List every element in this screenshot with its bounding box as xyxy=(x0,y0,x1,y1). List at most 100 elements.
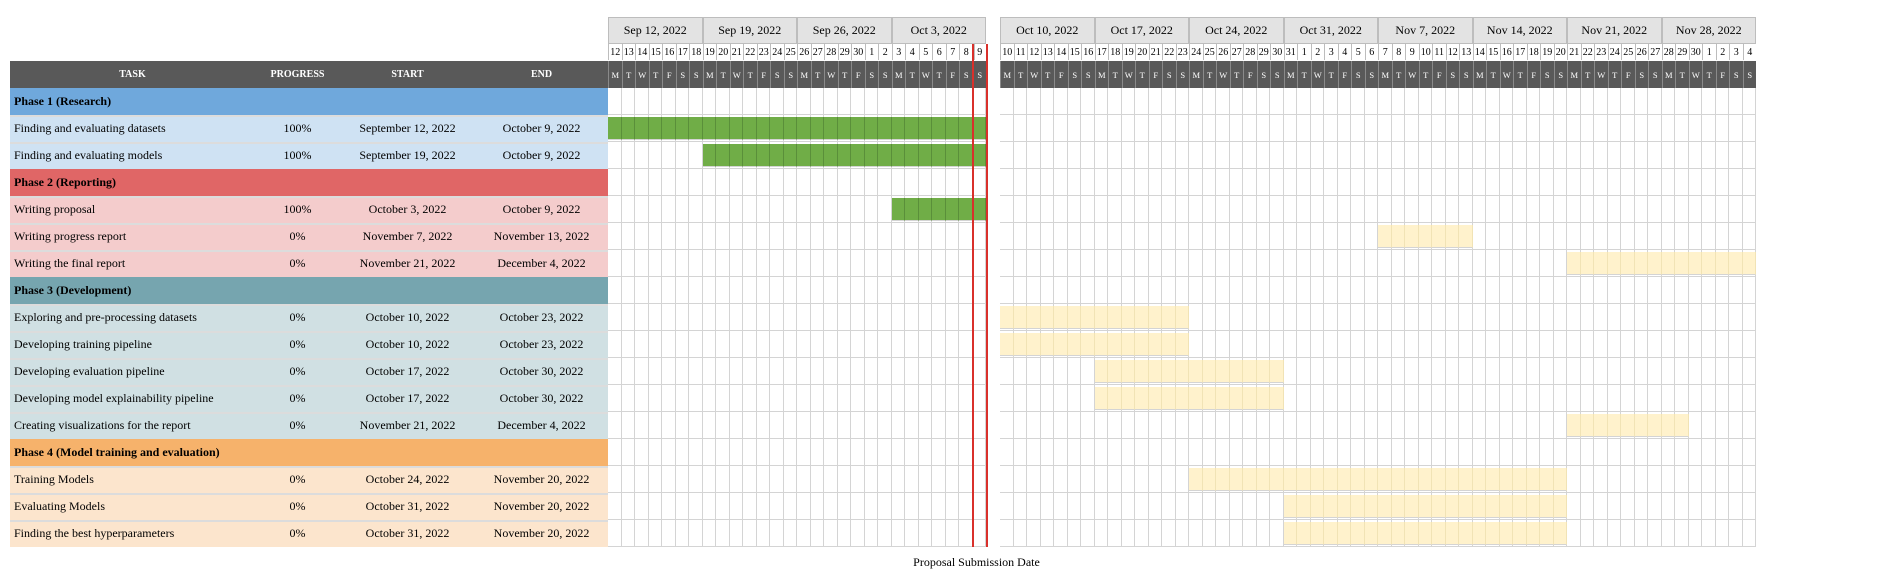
grid-cell xyxy=(932,304,946,331)
grid-cell xyxy=(905,88,919,115)
grid-cell xyxy=(1337,115,1351,142)
bar-cell-planned xyxy=(1688,252,1702,275)
grid-cell xyxy=(1270,142,1284,169)
grid-cell xyxy=(1175,439,1189,466)
grid-cell xyxy=(1445,385,1459,412)
day-number: 19 xyxy=(1121,44,1136,60)
grid-cell xyxy=(972,466,986,493)
grid-cell xyxy=(1013,520,1027,547)
day-letter: M xyxy=(1472,61,1486,88)
grid-cell xyxy=(1621,358,1635,385)
grid-cell xyxy=(1729,115,1743,142)
grid-cell xyxy=(1000,277,1014,304)
grid-cell xyxy=(1472,250,1486,277)
grid-cell xyxy=(770,304,784,331)
grid-cell xyxy=(1121,439,1135,466)
grid-cell xyxy=(756,331,770,358)
bar-cell-planned xyxy=(1283,468,1297,491)
grid-cell xyxy=(1513,169,1527,196)
grid-cell xyxy=(1526,304,1540,331)
day-letter: S xyxy=(864,61,878,88)
bar-cell-planned xyxy=(1108,306,1122,329)
grid-cell xyxy=(1094,439,1108,466)
grid-cell xyxy=(905,331,919,358)
grid-cell xyxy=(1567,196,1581,223)
bar-cell-complete xyxy=(959,144,973,167)
bar-cell-planned xyxy=(1486,522,1500,545)
grid-cell xyxy=(1256,493,1270,520)
grid-cell xyxy=(1405,358,1419,385)
grid-cell xyxy=(1675,331,1689,358)
grid-cell xyxy=(1526,412,1540,439)
day-number: 2 xyxy=(1715,44,1730,60)
grid-cell xyxy=(972,493,986,520)
bar-cell-planned xyxy=(1310,468,1324,491)
grid-cell xyxy=(1256,88,1270,115)
grid-cell xyxy=(1580,277,1594,304)
grid-cell xyxy=(716,250,730,277)
grid-cell xyxy=(1216,196,1230,223)
task-progress: 0% xyxy=(289,391,306,405)
grid-cell xyxy=(1702,196,1716,223)
grid-cell xyxy=(662,250,676,277)
bar-cell-planned xyxy=(1715,252,1729,275)
grid-cell xyxy=(1486,196,1500,223)
grid-cell xyxy=(1513,250,1527,277)
grid-cell xyxy=(1027,385,1041,412)
bar-cell-planned xyxy=(1229,360,1243,383)
grid-cell xyxy=(1391,142,1405,169)
grid-cell xyxy=(1418,277,1432,304)
grid-cell xyxy=(891,385,905,412)
bar-cell-planned xyxy=(1621,414,1635,437)
grid-cell xyxy=(1108,493,1122,520)
bar-cell-complete xyxy=(824,117,838,140)
grid-cell xyxy=(1702,169,1716,196)
grid-cell xyxy=(1067,277,1081,304)
bar-cell-planned xyxy=(1486,468,1500,491)
grid-cell xyxy=(891,358,905,385)
day-letter: T xyxy=(1324,61,1338,88)
grid-cell xyxy=(1715,115,1729,142)
day-letter: T xyxy=(1580,61,1594,88)
grid-cell xyxy=(1567,277,1581,304)
grid-cell xyxy=(1675,88,1689,115)
grid-cell xyxy=(1607,304,1621,331)
grid-cell xyxy=(648,385,662,412)
grid-cell xyxy=(1675,385,1689,412)
grid-cell xyxy=(864,250,878,277)
grid-cell xyxy=(824,331,838,358)
day-number: 21 xyxy=(1148,44,1163,60)
grid-cell xyxy=(648,358,662,385)
grid-cell xyxy=(1729,439,1743,466)
grid-cell xyxy=(1351,358,1365,385)
bar-cell-complete xyxy=(878,117,892,140)
grid-cell xyxy=(770,169,784,196)
grid-cell xyxy=(1108,169,1122,196)
task-progress: 0% xyxy=(289,337,306,351)
grid-cell xyxy=(905,358,919,385)
grid-cell xyxy=(648,223,662,250)
bar-cell-planned xyxy=(1297,468,1311,491)
day-number: 18 xyxy=(689,44,703,60)
grid-cell xyxy=(1013,115,1027,142)
grid-cell xyxy=(837,223,851,250)
day-letter: W xyxy=(1027,61,1041,88)
grid-cell xyxy=(1081,520,1095,547)
grid-cell xyxy=(1324,385,1338,412)
bar-cell-planned xyxy=(1459,468,1473,491)
grid-cell xyxy=(756,358,770,385)
task-progress: 0% xyxy=(289,526,306,540)
grid-cell xyxy=(851,412,865,439)
grid-cell xyxy=(1067,88,1081,115)
grid-cell xyxy=(1634,385,1648,412)
grid-cell xyxy=(1594,331,1608,358)
grid-cell xyxy=(878,88,892,115)
grid-cell xyxy=(608,88,622,115)
grid-cell xyxy=(756,520,770,547)
grid-cell xyxy=(1054,439,1068,466)
grid-cell xyxy=(851,304,865,331)
grid-cell xyxy=(1594,142,1608,169)
grid-cell xyxy=(1553,196,1567,223)
grid-cell xyxy=(1256,142,1270,169)
grid-cell xyxy=(1391,115,1405,142)
